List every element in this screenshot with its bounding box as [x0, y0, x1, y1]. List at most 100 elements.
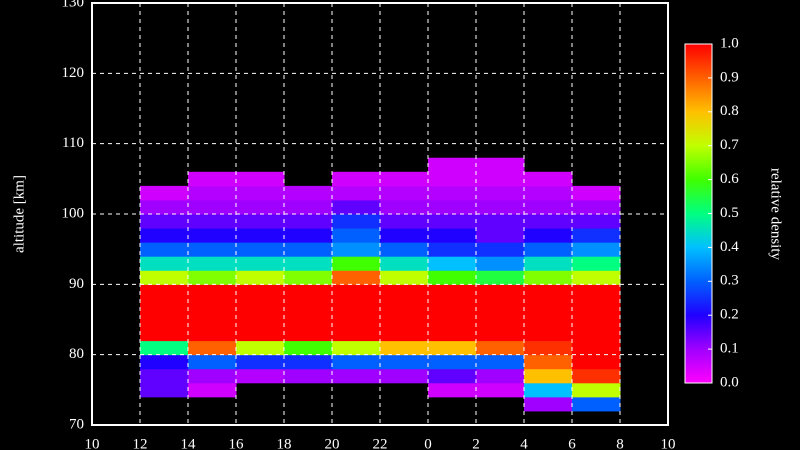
heat-cell: [524, 199, 573, 215]
heat-cell: [188, 298, 237, 313]
heat-cell: [572, 199, 621, 215]
heat-cell: [380, 242, 429, 257]
heat-cell: [188, 326, 237, 342]
heat-cell: [284, 340, 333, 356]
heat-cell: [428, 354, 477, 370]
heat-cell: [524, 284, 573, 299]
heat-cell: [572, 382, 621, 398]
heat-cell: [380, 256, 429, 271]
x-tick-label: 4: [520, 436, 528, 450]
heat-cell: [524, 298, 573, 313]
heat-cell: [476, 157, 525, 173]
heat-cell: [188, 382, 237, 398]
x-tick-label: 10: [85, 436, 100, 450]
heat-cell: [572, 354, 621, 370]
heat-cell: [428, 368, 477, 384]
heat-cell: [188, 270, 237, 285]
heat-cell: [524, 242, 573, 257]
heat-cell: [188, 340, 237, 356]
heat-cell: [380, 312, 429, 328]
heat-cell: [476, 340, 525, 356]
heat-cell: [188, 354, 237, 370]
heat-cell: [236, 284, 285, 299]
colorbar-tick-label: 0.0: [720, 374, 739, 390]
heat-cell: [476, 256, 525, 271]
heat-cell: [476, 214, 525, 229]
heat-cell: [524, 185, 573, 201]
heat-cell: [284, 199, 333, 215]
heat-cell: [140, 312, 189, 328]
heat-cell: [140, 270, 189, 285]
heat-cell: [524, 340, 573, 356]
heat-cell: [524, 171, 573, 187]
heat-cell: [572, 326, 621, 342]
heat-cell: [284, 298, 333, 313]
heat-cell: [524, 270, 573, 285]
heat-cell: [236, 256, 285, 271]
heat-cell: [380, 228, 429, 243]
heat-cell: [332, 340, 381, 356]
heat-cell: [284, 354, 333, 370]
x-tick-label: 22: [373, 436, 388, 450]
heat-cell: [236, 171, 285, 187]
heat-cell: [284, 242, 333, 257]
heat-cell: [140, 256, 189, 271]
x-tick-label: 14: [181, 436, 197, 450]
heat-cell: [476, 185, 525, 201]
heat-cell: [524, 228, 573, 243]
x-tick-label: 20: [325, 436, 340, 450]
heat-cell: [284, 185, 333, 201]
x-tick-label: 0: [424, 436, 432, 450]
colorbar-tick-label: 0.4: [720, 239, 739, 255]
heat-cell: [524, 256, 573, 271]
heat-cell: [476, 171, 525, 187]
heat-cell: [476, 284, 525, 299]
x-tick-label: 12: [133, 436, 148, 450]
y-tick-label: 100: [62, 205, 85, 221]
heat-cell: [284, 368, 333, 384]
heat-cell: [236, 326, 285, 342]
y-tick-label: 80: [69, 346, 84, 362]
heat-cell: [332, 228, 381, 243]
heat-cell: [380, 171, 429, 187]
heat-cell: [524, 312, 573, 328]
heat-cell: [476, 354, 525, 370]
heat-cell: [428, 284, 477, 299]
heat-cell: [380, 199, 429, 215]
heat-cell: [380, 326, 429, 342]
heat-cell: [188, 256, 237, 271]
y-tick-label: 120: [62, 65, 85, 81]
heat-cell: [380, 284, 429, 299]
heat-cell: [476, 270, 525, 285]
heat-cell: [572, 284, 621, 299]
heat-cell: [332, 242, 381, 257]
heat-cell: [572, 270, 621, 285]
x-tick-label: 16: [229, 436, 245, 450]
heat-cell: [332, 199, 381, 215]
heat-cell: [284, 228, 333, 243]
heat-cell: [140, 284, 189, 299]
heat-cell: [572, 340, 621, 356]
heat-cell: [572, 214, 621, 229]
heat-cell: [476, 382, 525, 398]
heat-cell: [380, 185, 429, 201]
y-axis-label: altitude [km]: [11, 175, 27, 253]
x-tick-label: 2: [472, 436, 480, 450]
heat-cell: [428, 214, 477, 229]
heat-cell: [428, 256, 477, 271]
heat-cell: [572, 396, 621, 412]
heat-cell: [236, 214, 285, 229]
heat-cell: [332, 214, 381, 229]
heat-cell: [524, 354, 573, 370]
y-tick-label: 90: [69, 276, 84, 292]
heat-cell: [332, 312, 381, 328]
heat-cell: [332, 354, 381, 370]
heat-cell: [428, 171, 477, 187]
heat-cell: [380, 214, 429, 229]
heat-cell: [428, 312, 477, 328]
heat-cell: [572, 228, 621, 243]
heat-cell: [524, 326, 573, 342]
y-tick-label: 130: [62, 0, 85, 10]
